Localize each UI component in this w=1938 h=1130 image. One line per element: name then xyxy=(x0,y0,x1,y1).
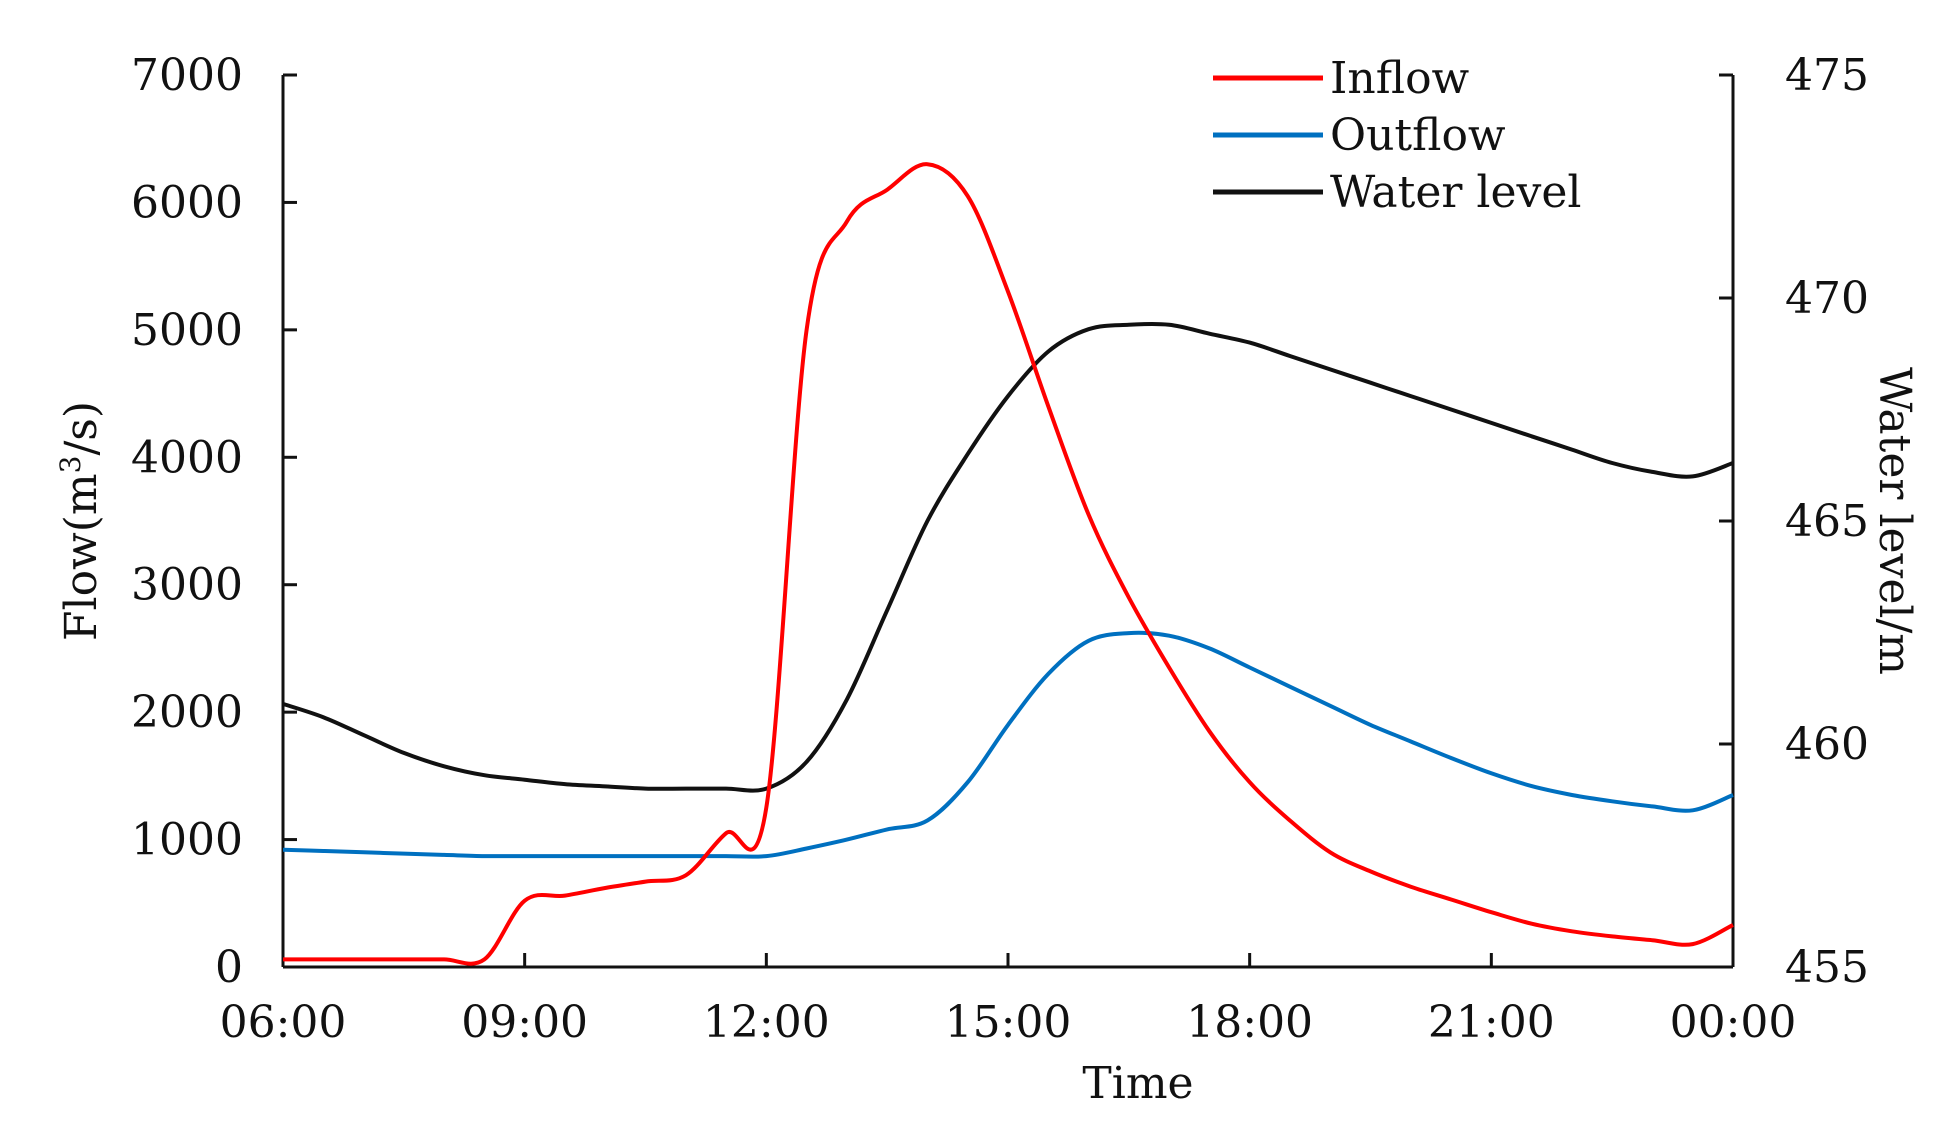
right-y-axis-title: Water level/m xyxy=(1869,367,1920,675)
legend-label-inflow: Inflow xyxy=(1330,53,1470,104)
x-tick-label: 18:00 xyxy=(1186,997,1313,1048)
series-line-outflow xyxy=(282,630,1734,859)
x-tick-label: 06:00 xyxy=(220,997,347,1048)
series-line-water-level xyxy=(282,321,1734,793)
x-axis-ticks: 06:00 09:00 12:00 15:00 18:00 21:00 00:00 xyxy=(220,953,1797,1048)
y-tick-label: 7000 xyxy=(131,50,243,101)
y-tick-label: 5000 xyxy=(131,305,243,356)
y2-tick-label: 465 xyxy=(1785,496,1869,547)
x-axis-title: Time xyxy=(1082,1058,1193,1109)
series-line-inflow xyxy=(282,162,1734,966)
right-y-axis-ticks: 455 460 465 470 475 xyxy=(1719,50,1869,993)
left-y-axis-title: Flow(m3/s) xyxy=(54,401,107,641)
y-tick-label: 4000 xyxy=(131,432,243,483)
x-tick-label: 00:00 xyxy=(1670,997,1797,1048)
y2-tick-label: 455 xyxy=(1785,942,1869,993)
series-group xyxy=(282,162,1734,966)
y-tick-label: 1000 xyxy=(131,815,243,866)
y-tick-label: 6000 xyxy=(131,177,243,228)
x-tick-label: 09:00 xyxy=(461,997,588,1048)
y2-tick-label: 470 xyxy=(1785,273,1869,324)
y-tick-label: 3000 xyxy=(131,560,243,611)
x-tick-label: 15:00 xyxy=(945,997,1072,1048)
y2-tick-label: 475 xyxy=(1785,50,1869,101)
legend-label-outflow: Outflow xyxy=(1330,110,1506,161)
left-y-axis-ticks: 0 1000 2000 3000 4000 5000 6000 7000 xyxy=(131,50,297,993)
y2-tick-label: 460 xyxy=(1785,719,1869,770)
left-y-axis-title-main: Flow(m xyxy=(56,473,107,641)
left-y-axis-title-tail: /s) xyxy=(56,401,107,456)
y-tick-label: 2000 xyxy=(131,687,243,738)
legend: Inflow Outflow Water level xyxy=(1213,53,1581,218)
left-y-axis-title-superscript: 3 xyxy=(54,456,87,474)
x-tick-label: 21:00 xyxy=(1428,997,1555,1048)
legend-label-water-level: Water level xyxy=(1330,167,1581,218)
x-tick-label: 12:00 xyxy=(703,997,830,1048)
y-tick-label: 0 xyxy=(215,942,243,993)
